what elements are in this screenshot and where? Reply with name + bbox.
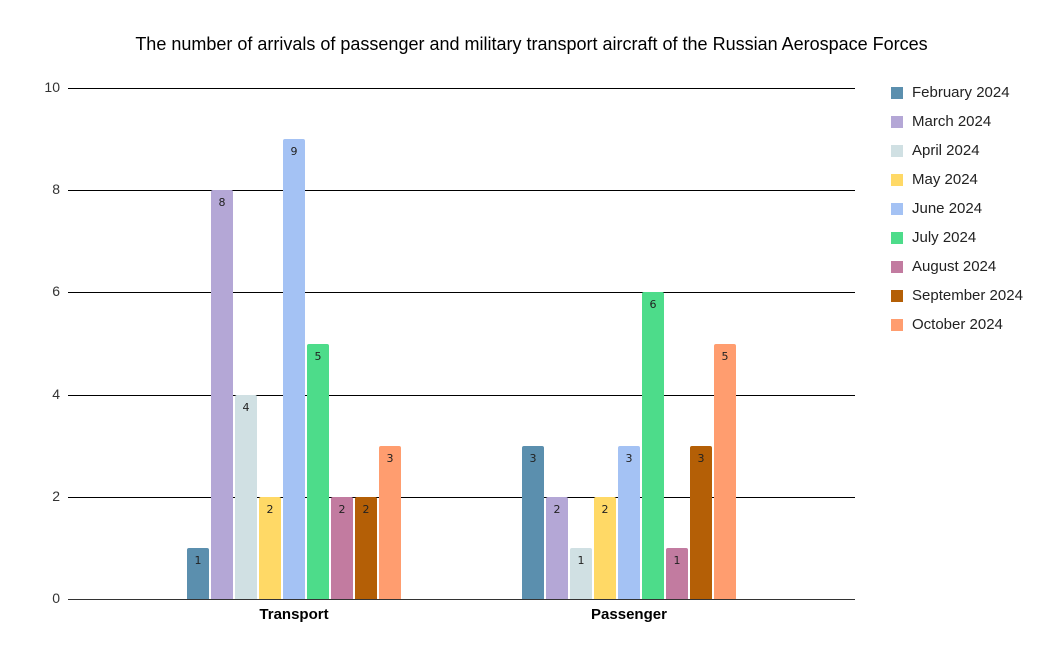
bar[interactable]: 9 [283, 139, 305, 599]
gridline [68, 394, 855, 396]
legend-item[interactable]: February 2024 [891, 78, 1023, 107]
legend-item[interactable]: May 2024 [891, 165, 1023, 194]
legend-label: April 2024 [912, 142, 980, 159]
bar-value-label: 2 [553, 502, 561, 516]
legend-label: February 2024 [912, 84, 1010, 101]
legend-item[interactable]: August 2024 [891, 252, 1023, 281]
gridline [68, 88, 855, 89]
bar-value-label: 2 [362, 502, 370, 516]
legend-swatch-icon [891, 260, 903, 273]
gridline [68, 292, 855, 294]
bar[interactable]: 5 [714, 343, 736, 599]
legend-item[interactable]: July 2024 [891, 223, 1023, 252]
bar[interactable]: 2 [331, 496, 353, 599]
bar-value-label: 3 [697, 451, 705, 465]
bar-value-label: 6 [649, 298, 657, 312]
bar[interactable]: 2 [546, 496, 568, 599]
gridline [68, 496, 855, 498]
chart-title: The number of arrivals of passenger and … [135, 34, 928, 54]
bar-value-label: 5 [721, 349, 729, 363]
legend-swatch-icon [891, 231, 903, 244]
bar-value-label: 8 [218, 196, 226, 210]
legend-item[interactable]: March 2024 [891, 107, 1023, 136]
legend-label: May 2024 [912, 171, 978, 188]
bar-value-label: 1 [194, 553, 202, 567]
bar-value-label: 3 [625, 451, 633, 465]
gridline [68, 190, 855, 192]
legend-label: July 2024 [912, 229, 977, 246]
bar-value-label: 1 [673, 553, 681, 567]
bar[interactable]: 5 [307, 343, 329, 599]
bar[interactable]: 2 [355, 496, 377, 599]
y-tick-label: 8 [52, 181, 60, 198]
y-tick-label: 10 [44, 79, 60, 95]
y-tick-label: 2 [52, 487, 60, 504]
bar-value-label: 5 [314, 349, 322, 363]
bar[interactable]: 8 [211, 190, 233, 599]
x-category-label: Transport [259, 606, 329, 623]
legend-item[interactable]: April 2024 [891, 136, 1023, 165]
bar[interactable]: 1 [570, 547, 592, 599]
x-category-label: Passenger [591, 606, 667, 623]
bar-value-label: 2 [601, 502, 609, 516]
bar[interactable]: 2 [259, 496, 281, 599]
legend-swatch-icon [891, 289, 903, 302]
bar-value-label: 1 [577, 553, 585, 567]
bar[interactable]: 1 [666, 547, 688, 599]
bar[interactable]: 3 [379, 445, 401, 599]
legend-label: September 2024 [912, 287, 1023, 304]
legend-item[interactable]: October 2024 [891, 310, 1023, 339]
legend-label: August 2024 [912, 258, 997, 275]
bar-value-label: 9 [290, 145, 298, 159]
legend-swatch-icon [891, 86, 903, 99]
bar-value-label: 4 [242, 400, 250, 414]
legend: February 2024 March 2024 April 2024 May 202… [891, 78, 1023, 339]
legend-swatch-icon [891, 115, 903, 128]
legend-label: October 2024 [912, 316, 1003, 333]
legend-item[interactable]: June 2024 [891, 194, 1023, 223]
legend-swatch-icon [891, 144, 903, 157]
bar[interactable]: 3 [618, 445, 640, 599]
bar[interactable]: 2 [594, 496, 616, 599]
bar[interactable]: 3 [522, 445, 544, 599]
legend-label: June 2024 [912, 200, 983, 217]
bar-value-label: 3 [386, 451, 394, 465]
bar-value-label: 2 [266, 502, 274, 516]
legend-item[interactable]: September 2024 [891, 281, 1023, 310]
legend-swatch-icon [891, 202, 903, 215]
bar[interactable]: 4 [235, 394, 257, 599]
legend-label: March 2024 [912, 113, 992, 130]
bar[interactable]: 6 [642, 292, 664, 599]
bar[interactable]: 3 [690, 445, 712, 599]
bar[interactable]: 1 [187, 547, 209, 599]
y-tick-label: 4 [52, 385, 60, 402]
legend-swatch-icon [891, 173, 903, 186]
gridline [68, 599, 855, 600]
legend-swatch-icon [891, 318, 903, 331]
bar-value-label: 2 [338, 502, 346, 516]
y-tick-label: 0 [52, 590, 60, 606]
plot-area: 1 8 4 2 9 5 2 2 3 3 2 1 2 3 6 1 3 5 [68, 88, 855, 600]
y-tick-label: 6 [52, 283, 60, 300]
bar-value-label: 3 [529, 451, 537, 465]
